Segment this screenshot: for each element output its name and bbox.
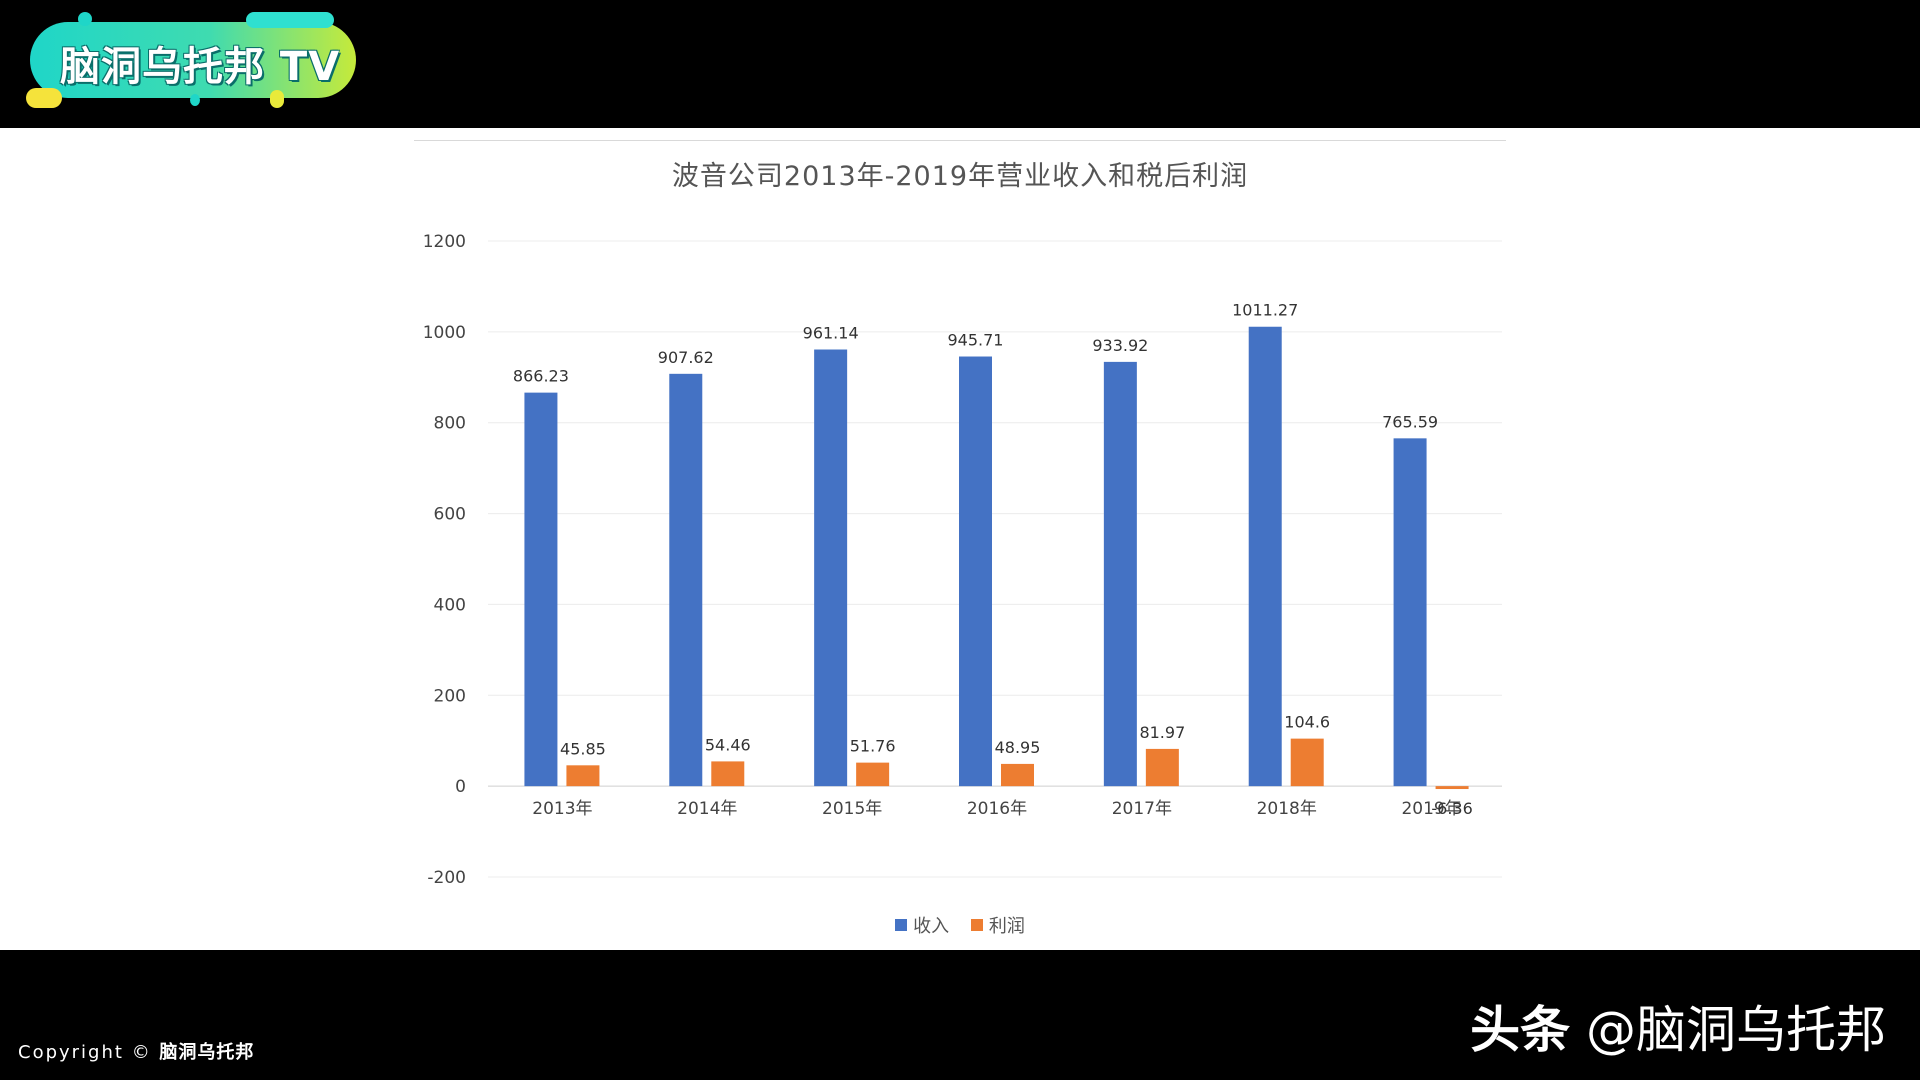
chart-top-border — [414, 140, 1506, 141]
bar-revenue — [524, 392, 558, 787]
y-tick-label: -200 — [427, 868, 466, 888]
logo-dot-lime — [270, 90, 284, 108]
bar-profit — [1001, 763, 1034, 787]
bar-profit — [856, 762, 890, 787]
x-tick-label: 2013年 — [532, 799, 592, 819]
copyright-brand: 脑洞乌托邦 — [159, 1042, 255, 1063]
bar-profit — [1145, 748, 1179, 787]
bar-revenue — [1103, 361, 1137, 787]
legend-item-revenue: 收入 — [895, 912, 949, 938]
bar-profit — [711, 761, 745, 787]
legend-label-revenue: 收入 — [913, 916, 950, 937]
logo-dot-yellow — [26, 88, 62, 108]
data-label: 866.23 — [513, 367, 569, 386]
logo-badge — [30, 22, 356, 98]
chart-legend: 收入 利润 — [414, 912, 1506, 938]
y-tick-label: 200 — [434, 686, 466, 706]
data-label: 81.97 — [1139, 723, 1185, 742]
bar-revenue — [1393, 438, 1427, 787]
x-tick-label: 2017年 — [1112, 799, 1172, 819]
bar-profit — [1435, 786, 1469, 790]
y-tick-label: 1200 — [423, 232, 466, 252]
x-tick-label: 2014年 — [677, 799, 737, 819]
bar-profit — [1290, 738, 1324, 787]
data-label: 45.85 — [560, 739, 606, 758]
y-tick-label: 0 — [455, 777, 466, 797]
watermark: 头条 @脑洞乌托邦 — [1470, 990, 1886, 1062]
x-tick-label: 2016年 — [967, 799, 1027, 819]
channel-logo: 脑洞乌托邦 TV — [26, 12, 356, 112]
copyright-prefix: Copyright — [18, 1042, 124, 1063]
y-tick-label: 600 — [434, 505, 466, 525]
y-tick-label: 800 — [434, 414, 466, 434]
x-tick-label: 2015年 — [822, 799, 882, 819]
chart-title: 波音公司2013年-2019年营业收入和税后利润 — [671, 161, 1249, 192]
bar-revenue — [814, 349, 848, 787]
data-label: 1011.27 — [1232, 301, 1298, 320]
copyright-symbol: © — [131, 1042, 152, 1063]
bottom-black-bar — [0, 950, 1920, 1080]
y-tick-label: 1000 — [423, 323, 466, 343]
y-tick-label: 400 — [434, 595, 466, 615]
x-tick-label: 2018年 — [1257, 799, 1317, 819]
bar-revenue — [1248, 326, 1282, 787]
watermark-site: 头条 — [1470, 1001, 1571, 1059]
copyright-notice: Copyright © 脑洞乌托邦 — [18, 1038, 254, 1064]
bar-revenue — [959, 356, 992, 787]
logo-text: 脑洞乌托邦 TV — [60, 44, 341, 90]
data-label: 933.92 — [1092, 336, 1148, 355]
legend-swatch-revenue — [895, 919, 908, 931]
data-label: 765.59 — [1382, 412, 1438, 431]
legend-item-profit: 利润 — [970, 912, 1025, 938]
chart-plot: -200 0 200 400 600 800 1000 1200 2013年 866.23 45.8… — [423, 232, 1502, 888]
logo-dot-small — [190, 94, 200, 106]
top-black-bar: 脑洞乌托邦 TV — [0, 0, 1920, 128]
data-label: 104.6 — [1284, 713, 1330, 732]
bar-revenue — [669, 373, 703, 787]
data-label: 51.76 — [850, 737, 896, 756]
bar-profit — [566, 765, 600, 787]
data-label: 48.95 — [995, 738, 1041, 757]
chart: 波音公司2013年-2019年营业收入和税后利润 -200 0 200 400 600 8… — [414, 140, 1506, 948]
legend-label-profit: 利润 — [988, 916, 1025, 937]
data-label: 961.14 — [803, 324, 859, 343]
watermark-handle: @脑洞乌托邦 — [1586, 1001, 1886, 1059]
data-label: 54.46 — [705, 735, 751, 754]
data-label: -6.36 — [1431, 799, 1472, 818]
data-label: 907.62 — [658, 348, 714, 367]
legend-swatch-profit — [970, 919, 983, 931]
logo-dot-cyan — [246, 12, 334, 28]
data-label: 945.71 — [948, 331, 1004, 350]
logo-dot-teal — [78, 12, 92, 26]
x-tick-label: 2019年 — [1401, 799, 1461, 819]
